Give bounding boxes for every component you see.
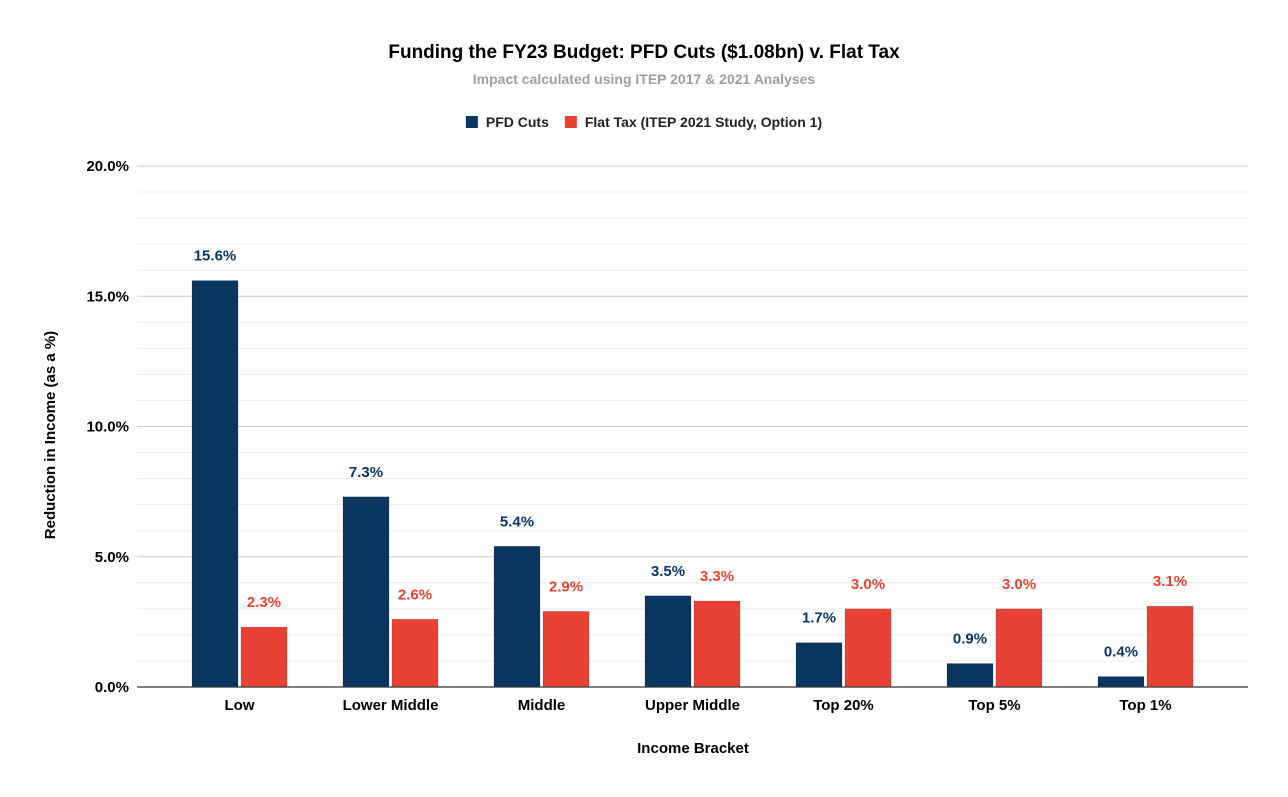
bar-pfd-cuts bbox=[493, 546, 541, 688]
bar-flat-tax bbox=[693, 600, 741, 688]
chart-subtitle: Impact calculated using ITEP 2017 & 2021… bbox=[473, 71, 816, 87]
bar-flat-tax bbox=[995, 608, 1043, 688]
x-axis-title: Income Bracket bbox=[637, 740, 749, 757]
bar-flat-tax bbox=[240, 626, 288, 688]
bar-pfd-cuts bbox=[795, 642, 843, 688]
bars bbox=[191, 280, 1194, 688]
x-tick-label: Lower Middle bbox=[343, 697, 439, 714]
data-labels: 15.6% 2.3% 7.3% 2.6% 5.4% 2.9% 3.5% 3.3% 1.7% 3.0… bbox=[194, 248, 1187, 661]
bar-pfd-cuts bbox=[644, 595, 692, 688]
bar-flat-tax bbox=[1146, 605, 1194, 688]
x-tick-label: Top 20% bbox=[813, 697, 874, 714]
y-tick-label: 5.0% bbox=[95, 549, 129, 566]
y-tick-label: 20.0% bbox=[86, 158, 129, 175]
data-label-pfd-cuts: 7.3% bbox=[349, 464, 383, 481]
data-label-flat-tax: 3.3% bbox=[700, 568, 734, 585]
y-axis-title: Reduction in Income (as a %) bbox=[42, 331, 59, 539]
data-label-pfd-cuts: 15.6% bbox=[194, 248, 237, 265]
data-label-pfd-cuts: 3.5% bbox=[651, 563, 685, 580]
y-tick-label: 10.0% bbox=[86, 419, 129, 436]
x-tick-label: Top 5% bbox=[968, 697, 1020, 714]
y-tick-label: 15.0% bbox=[86, 288, 129, 305]
data-label-flat-tax: 2.9% bbox=[549, 578, 583, 595]
bar-pfd-cuts bbox=[1097, 676, 1145, 688]
legend-swatch bbox=[465, 116, 478, 128]
x-tick-label: Middle bbox=[518, 697, 566, 714]
data-label-pfd-cuts: 0.4% bbox=[1104, 644, 1138, 661]
x-tick-label: Low bbox=[225, 697, 255, 714]
data-label-flat-tax: 2.6% bbox=[398, 586, 432, 603]
data-label-flat-tax: 3.0% bbox=[851, 576, 885, 593]
y-tick-label: 0.0% bbox=[95, 679, 129, 696]
data-label-flat-tax: 2.3% bbox=[247, 594, 281, 611]
data-label-flat-tax: 3.0% bbox=[1002, 576, 1036, 593]
chart-title: Funding the FY23 Budget: PFD Cuts ($1.08… bbox=[388, 42, 900, 63]
bar-pfd-cuts bbox=[946, 663, 994, 688]
x-tick-label: Upper Middle bbox=[645, 697, 740, 714]
x-axis-ticks: Low Lower Middle Middle Upper Middle Top 20%… bbox=[225, 697, 1172, 714]
y-axis-ticks: 0.0% 5.0% 10.0% 15.0% 20.0% bbox=[86, 158, 129, 696]
bar-pfd-cuts bbox=[191, 280, 239, 688]
bar-flat-tax bbox=[844, 608, 892, 688]
data-label-pfd-cuts: 1.7% bbox=[802, 610, 836, 627]
bar-flat-tax bbox=[391, 618, 439, 688]
gridlines bbox=[137, 165, 1248, 662]
x-tick-label: Top 1% bbox=[1119, 697, 1171, 714]
legend: PFD Cuts Flat Tax (ITEP 2021 Study, Optio… bbox=[465, 114, 822, 130]
legend-label: Flat Tax (ITEP 2021 Study, Option 1) bbox=[585, 114, 822, 130]
legend-swatch bbox=[564, 116, 577, 128]
legend-label: PFD Cuts bbox=[486, 114, 549, 130]
data-label-pfd-cuts: 5.4% bbox=[500, 513, 534, 530]
data-label-flat-tax: 3.1% bbox=[1153, 573, 1187, 590]
bar-pfd-cuts bbox=[342, 496, 390, 688]
bar-flat-tax bbox=[542, 611, 590, 688]
data-label-pfd-cuts: 0.9% bbox=[953, 631, 987, 648]
